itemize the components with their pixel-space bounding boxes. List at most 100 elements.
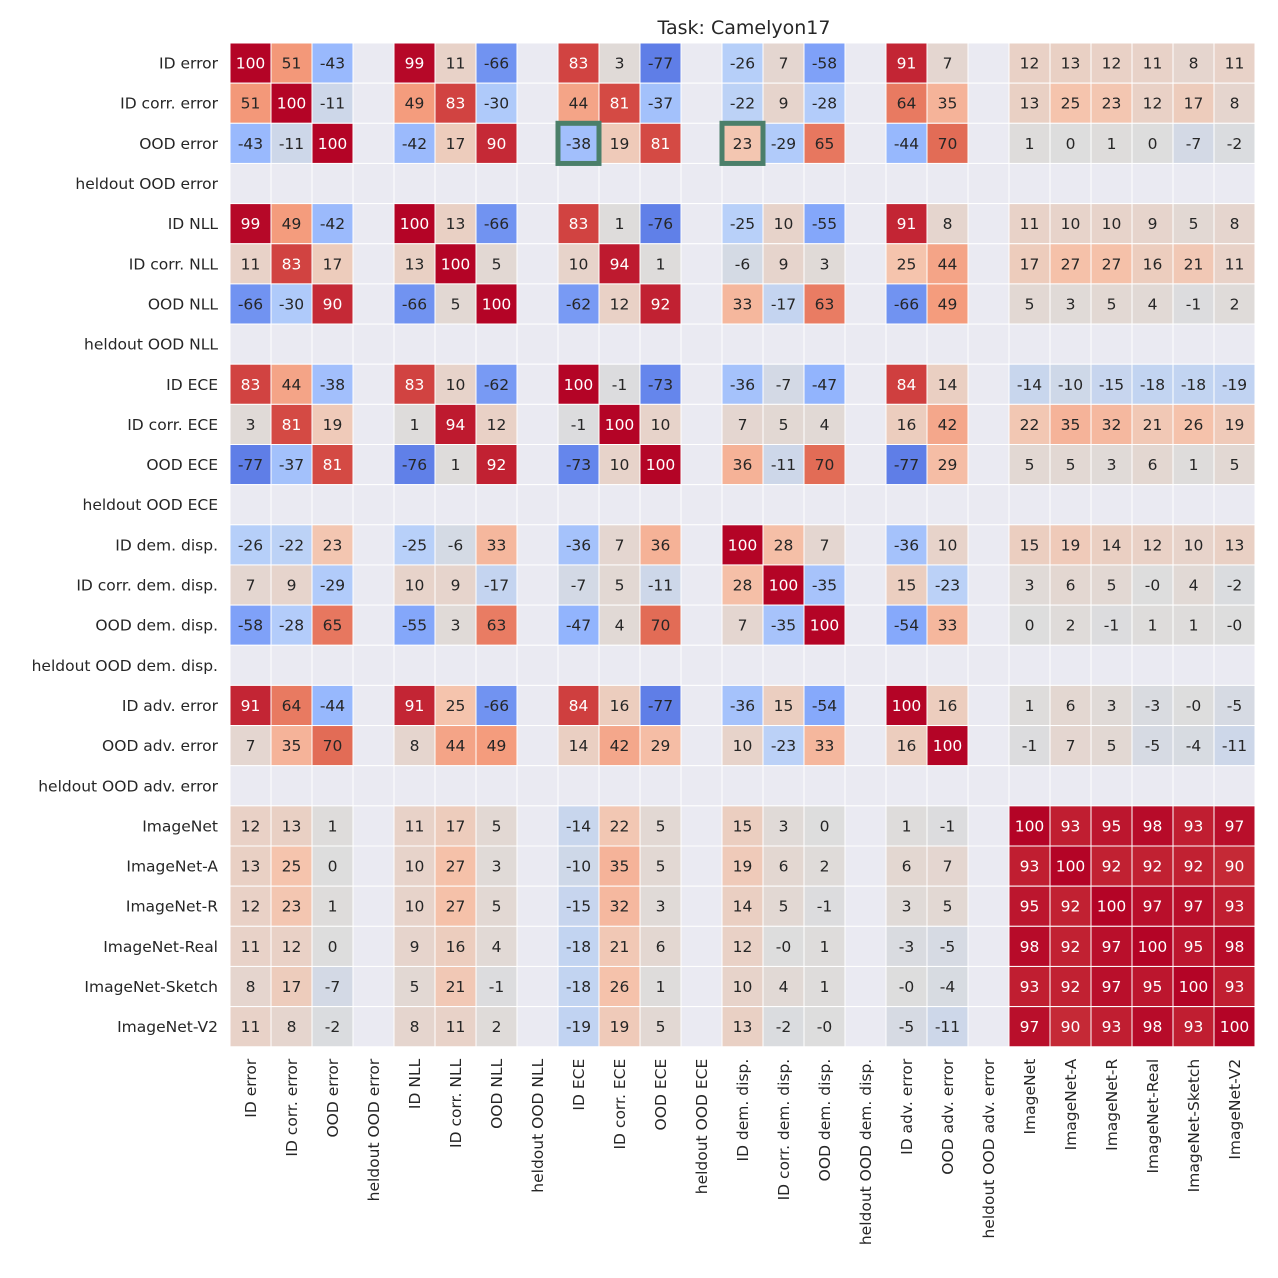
cell-value-label: 10: [1102, 215, 1122, 233]
heatmap-cell: [229, 725, 272, 767]
cell-value-label: 7: [943, 858, 953, 876]
heatmap-cell-empty: [680, 885, 723, 927]
cell-value-label: -11: [279, 135, 304, 153]
cell-value-label: -3: [1145, 697, 1160, 715]
cell-value-label: 12: [733, 938, 753, 956]
heatmap-cell: [1172, 684, 1215, 727]
cell-value-label: 10: [405, 577, 425, 595]
cell-value-label: 92: [1143, 858, 1163, 876]
cell-value-label: 49: [282, 215, 302, 233]
heatmap-cell-empty: [680, 484, 723, 526]
cell-value-label: 3: [1066, 295, 1076, 313]
heatmap-cell-empty: [680, 42, 723, 84]
cell-value-label: 14: [569, 737, 589, 755]
heatmap-cell: [598, 42, 641, 84]
heatmap-cell-empty: [1213, 323, 1256, 365]
row-label-ood-dem-disp: OOD dem. disp.: [95, 617, 218, 635]
cell-value-label: -6: [448, 536, 463, 554]
heatmap-cell: [1090, 524, 1133, 566]
heatmap-cells: 100 51 -43 99 11 -66 83 3 -77 -26 7 -58 91 7 12 13 12 11 8…: [229, 42, 1256, 1048]
heatmap-cell-empty: [844, 122, 887, 164]
heatmap-cell: [1008, 524, 1051, 566]
cell-value-label: -5: [1227, 697, 1242, 715]
heatmap-cell-empty: [680, 122, 723, 164]
heatmap-cell: [434, 725, 477, 767]
heatmap-cell-empty: [475, 484, 518, 526]
column-label-heldout-ood-ece: heldout OOD ECE: [693, 1059, 711, 1195]
row-label-ood-ece: OOD ECE: [146, 456, 218, 474]
heatmap-cell-empty: [885, 484, 928, 526]
heatmap-cell-empty: [1172, 765, 1215, 807]
heatmap-cell-empty: [680, 403, 723, 446]
heatmap-cell-empty: [311, 765, 354, 807]
cell-value-label: -1: [817, 898, 832, 916]
heatmap-cell: [721, 604, 764, 646]
row-label-ood-error: OOD error: [139, 135, 218, 153]
cell-value-label: 70: [651, 617, 671, 635]
cell-value-label: -42: [320, 215, 345, 233]
heatmap-cell-empty: [844, 524, 887, 566]
heatmap-cell: [1213, 82, 1256, 124]
cell-value-label: 8: [943, 215, 953, 233]
heatmap-cell: [1008, 845, 1051, 887]
heatmap-cell: [270, 444, 313, 486]
heatmap-cell-empty: [680, 725, 723, 767]
column-label-id-corr-ece: ID corr. ECE: [611, 1059, 629, 1150]
cell-value-label: 13: [282, 817, 302, 835]
cell-value-label: -2: [1227, 577, 1242, 595]
cell-value-label: 4: [779, 978, 789, 996]
heatmap-cell: [1213, 925, 1256, 967]
cell-value-label: 2: [492, 1018, 502, 1036]
cell-value-label: 0: [820, 817, 830, 835]
heatmap-cell: [311, 403, 354, 446]
cell-value-label: 97: [1184, 898, 1204, 916]
cell-value-label: 90: [1225, 858, 1245, 876]
cell-value-label: -35: [812, 577, 837, 595]
heatmap-cell-empty: [352, 965, 395, 1008]
heatmap-cell-empty: [434, 644, 477, 686]
cell-value-label: -36: [566, 536, 591, 554]
cell-value-label: 16: [938, 697, 958, 715]
heatmap-cell: [1172, 444, 1215, 486]
cell-value-label: 22: [1020, 416, 1040, 434]
heatmap-cell-empty: [270, 644, 313, 686]
heatmap-cell: [1008, 403, 1051, 446]
heatmap-cell: [1213, 965, 1256, 1008]
heatmap-cell: [434, 403, 477, 446]
cell-value-label: -66: [484, 697, 509, 715]
cell-value-label: -73: [648, 376, 673, 394]
heatmap-cell-empty: [352, 684, 395, 727]
heatmap-cell: [434, 243, 477, 285]
heatmap-cell: [557, 564, 600, 606]
heatmap-cell: [803, 283, 846, 325]
heatmap-cell: [1172, 564, 1215, 606]
heatmap-cell-empty: [1008, 162, 1051, 205]
heatmap-cell-empty: [352, 444, 395, 486]
cell-value-label: -18: [1140, 376, 1165, 394]
cell-value-label: -4: [1186, 737, 1201, 755]
cell-value-label: 97: [1020, 1018, 1040, 1036]
cell-value-label: -0: [1227, 617, 1242, 635]
cell-value-label: -62: [484, 376, 509, 394]
cell-value-label: 5: [451, 295, 461, 313]
heatmap-cell: [598, 444, 641, 486]
cell-value-label: -1: [1022, 737, 1037, 755]
row-label-heldout-ood-error: heldout OOD error: [75, 175, 218, 193]
cell-value-label: 100: [1056, 858, 1086, 876]
heatmap-cell-empty: [721, 765, 764, 807]
heatmap-cell: [803, 363, 846, 405]
heatmap-cell-empty: [352, 925, 395, 967]
heatmap-cell: [393, 243, 436, 285]
cell-value-label: -28: [812, 95, 837, 113]
heatmap-cell-empty: [721, 484, 764, 526]
cell-value-label: 5: [1107, 737, 1117, 755]
cell-value-label: 100: [646, 456, 676, 474]
column-label-id-corr-nll: ID corr. NLL: [447, 1058, 465, 1148]
cell-value-label: -73: [566, 456, 591, 474]
heatmap-cell: [1008, 283, 1051, 325]
heatmap-cell: [762, 684, 805, 727]
column-label-heldout-ood-nll: heldout OOD NLL: [529, 1058, 547, 1192]
heatmap-cell-empty: [557, 484, 600, 526]
heatmap-cell-empty: [844, 283, 887, 325]
cell-value-label: -54: [812, 697, 837, 715]
